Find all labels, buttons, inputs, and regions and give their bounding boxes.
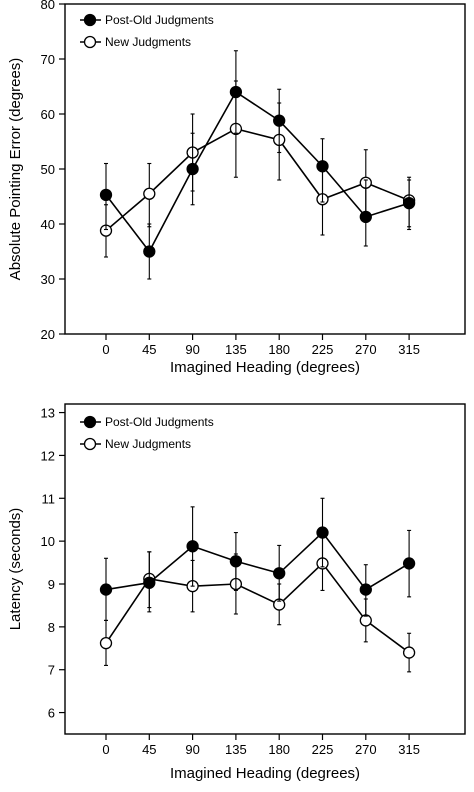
data-point: [402, 196, 416, 210]
x-axis-label: Imagined Heading (degrees): [170, 359, 360, 376]
series-line: [105, 531, 410, 591]
y-axis-label: Latency (seconds): [7, 508, 24, 631]
x-tick-label: 225: [312, 342, 334, 357]
data-point: [229, 85, 243, 99]
x-tick-label: 0: [102, 742, 109, 757]
y-tick-label: 40: [41, 217, 55, 232]
legend-marker-open-circle: [83, 35, 97, 49]
axis-layer: 0 45 90 135 180 225 270 315 20 30 40 50 60 70 80: [41, 0, 420, 357]
legend-marker-filled-circle: [83, 415, 97, 429]
legend-label-new: New Judgments: [105, 437, 191, 451]
data-point: [316, 160, 329, 173]
data-point: [229, 555, 243, 568]
legend-entry-post-old: Post-Old Judgments: [80, 415, 214, 429]
y-tick-label: 10: [41, 534, 55, 549]
x-tick-label: 135: [225, 342, 247, 357]
series-new: [99, 536, 416, 673]
x-tick-label: 270: [355, 342, 377, 357]
y-tick-label: 12: [41, 448, 55, 463]
y-tick-label: 70: [41, 52, 55, 67]
x-tick-label: 315: [398, 342, 420, 357]
data-point: [316, 526, 329, 539]
x-tick-label: 270: [355, 742, 377, 757]
data-point: [273, 114, 286, 127]
y-tick-label: 6: [48, 706, 55, 721]
data-point: [99, 188, 113, 202]
y-tick-label: 7: [48, 663, 55, 678]
x-tick-label: 0: [102, 342, 109, 357]
series-post-old: [99, 497, 416, 621]
y-tick-label: 60: [41, 107, 55, 122]
legend-label-post-old: Post-Old Judgments: [105, 13, 214, 27]
legend-marker-filled-circle: [83, 13, 97, 27]
legend: Post-Old Judgments New Judgments: [80, 13, 214, 49]
data-point: [359, 210, 372, 224]
series-layer: [99, 50, 416, 280]
data-point: [402, 557, 416, 570]
latency-chart: 0 45 90 135 180 225 270 315 6 7 8 9 10 11 12 13 Post-Ol…: [7, 403, 466, 782]
pointing-error-chart: 0 45 90 135 180 225 270 315 20 30 40 50 60 70 80 Post-…: [7, 0, 466, 376]
y-axis-label: Absolute Pointing Error (degrees): [7, 58, 24, 281]
data-point: [99, 636, 113, 650]
x-tick-label: 180: [268, 742, 290, 757]
legend-marker-open-circle: [83, 437, 97, 451]
series-post-old: [99, 50, 416, 280]
data-point: [143, 245, 156, 258]
series-line: [105, 562, 410, 654]
legend-entry-new: New Judgments: [80, 437, 191, 451]
x-tick-label: 135: [225, 742, 247, 757]
data-point: [143, 187, 156, 200]
series-line: [105, 90, 410, 253]
data-point: [143, 576, 156, 589]
x-tick-label: 90: [185, 742, 199, 757]
series-new: [99, 80, 416, 258]
data-point: [99, 583, 113, 596]
series-line: [105, 127, 410, 232]
data-point: [186, 162, 199, 176]
legend-entry-new: New Judgments: [80, 35, 191, 49]
x-axis-label: Imagined Heading (degrees): [170, 765, 360, 782]
y-tick-label: 30: [41, 272, 55, 287]
data-point: [186, 540, 199, 553]
x-tick-label: 225: [312, 742, 334, 757]
y-tick-label: 20: [41, 327, 55, 342]
data-point: [402, 646, 416, 659]
x-tick-label: 45: [142, 342, 156, 357]
legend: Post-Old Judgments New Judgments: [80, 415, 214, 451]
x-tick-label: 45: [142, 742, 156, 757]
y-tick-label: 13: [41, 406, 55, 421]
y-tick-label: 50: [41, 162, 55, 177]
series-layer: [99, 497, 416, 673]
plot-frame: [64, 3, 466, 335]
data-point: [273, 567, 286, 580]
legend-label-post-old: Post-Old Judgments: [105, 415, 214, 429]
y-tick-label: 9: [48, 577, 55, 592]
plot-frame: [64, 403, 466, 735]
data-point: [359, 583, 372, 596]
legend-label-new: New Judgments: [105, 35, 191, 49]
legend-entry-post-old: Post-Old Judgments: [80, 13, 214, 27]
x-tick-label: 90: [185, 342, 199, 357]
y-tick-label: 80: [41, 0, 55, 12]
y-tick-label: 8: [48, 620, 55, 635]
y-tick-label: 11: [42, 491, 56, 506]
x-tick-label: 315: [398, 742, 420, 757]
axis-layer: 0 45 90 135 180 225 270 315 6 7 8 9 10 11 12 13: [41, 406, 420, 757]
x-tick-label: 180: [268, 342, 290, 357]
